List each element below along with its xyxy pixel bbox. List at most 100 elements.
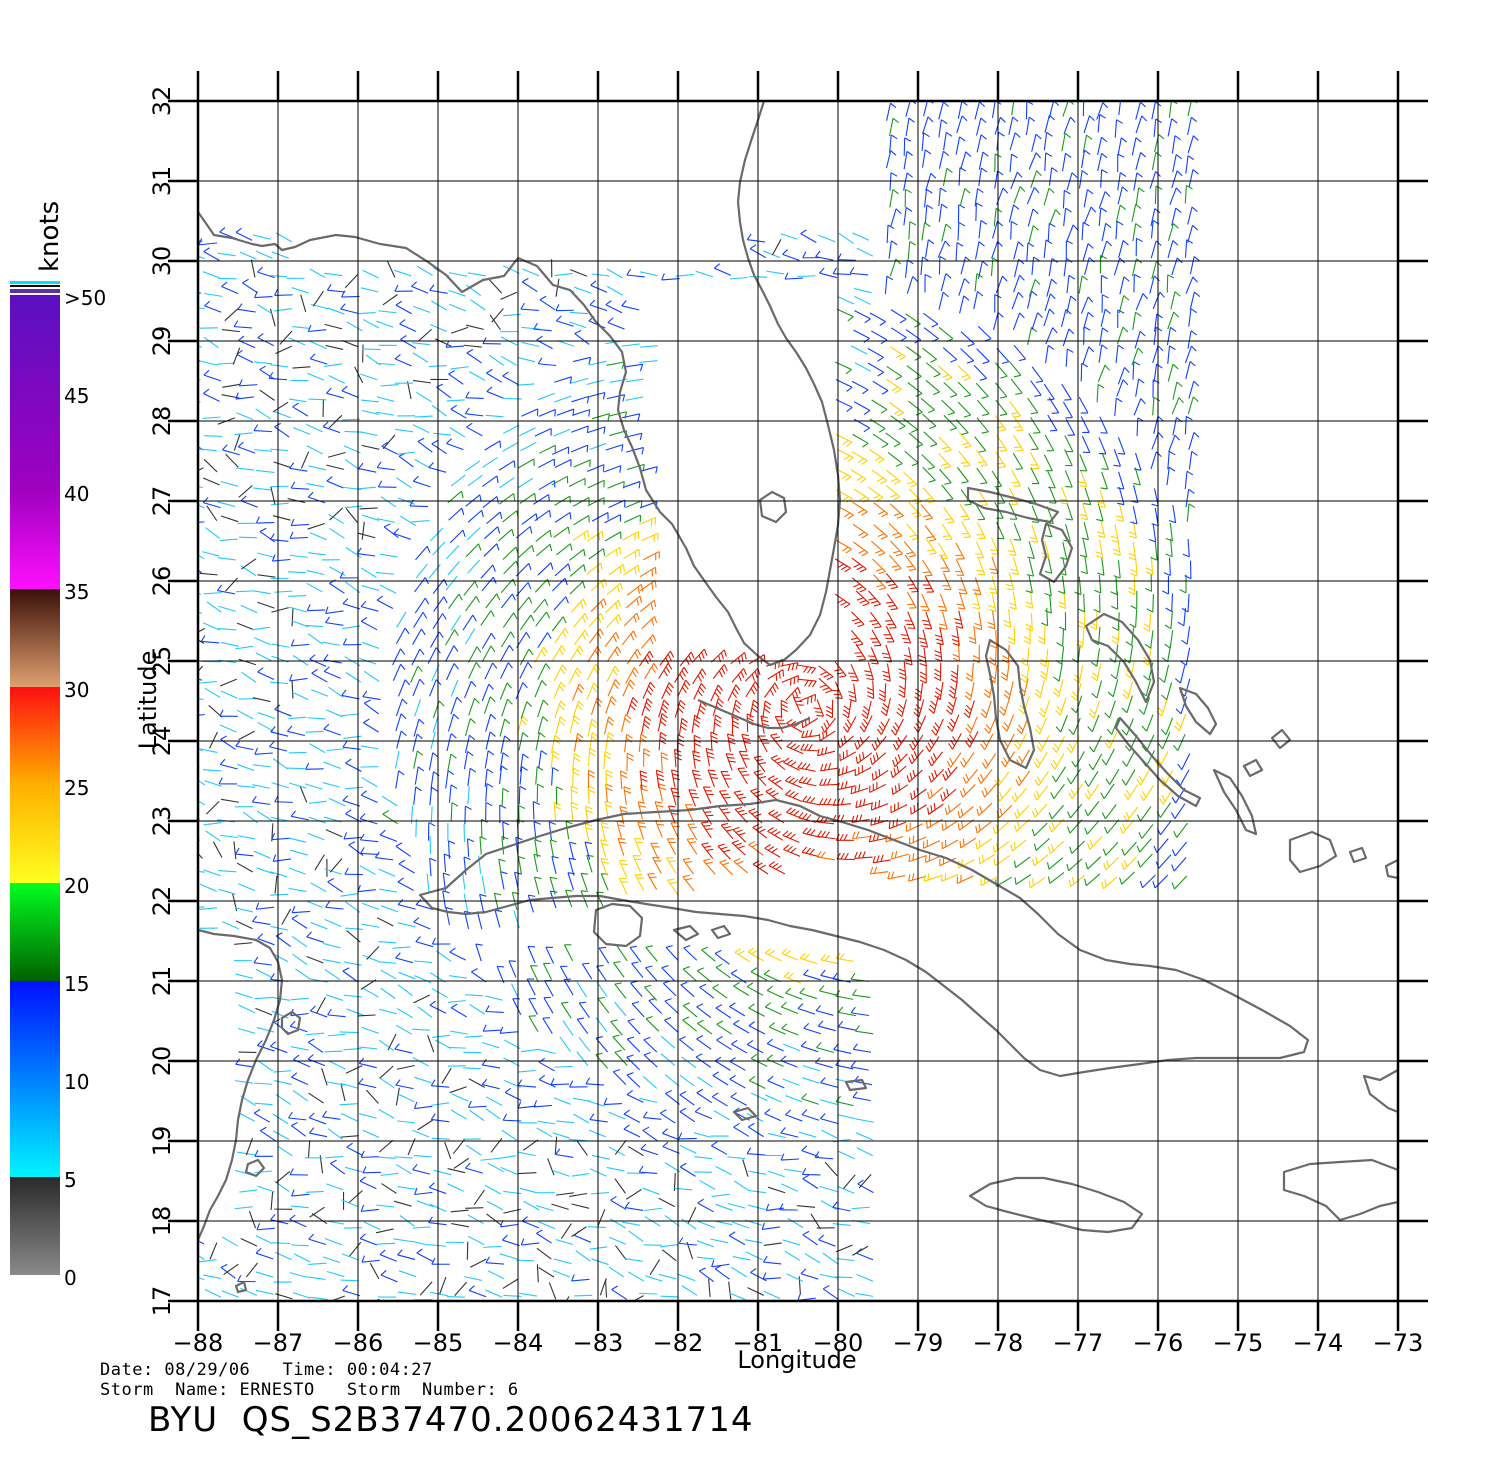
wind-barb [797, 1003, 816, 1015]
wind-barb [485, 1005, 504, 1013]
wind-barb [642, 1076, 658, 1089]
wind-barb [1138, 824, 1154, 839]
wind-barb [733, 982, 750, 996]
wind-barb [746, 1147, 766, 1156]
wind-barb [428, 1216, 447, 1226]
wind-barb [747, 1204, 766, 1211]
wind-barb [647, 873, 658, 890]
wind-barb [850, 784, 869, 795]
wind-barb [517, 856, 526, 875]
wind-barb [632, 855, 642, 873]
wind-barb [292, 1292, 311, 1299]
wind-barb [498, 858, 506, 878]
wind-barb [688, 789, 699, 807]
wind-barb [398, 1093, 415, 1103]
x-tick-label: −79 [893, 1329, 944, 1357]
wind-barb [589, 1113, 608, 1123]
wind-barb [394, 1156, 413, 1159]
wind-barb [309, 1206, 325, 1218]
wind-barb [719, 859, 734, 876]
wind-barb [479, 893, 487, 913]
wind-barb [299, 785, 308, 803]
wind-barb [852, 1245, 869, 1256]
wind-barb [397, 1186, 416, 1190]
colorbar-label: 30 [64, 678, 89, 702]
wind-barb [501, 835, 509, 855]
wind-barb [290, 810, 309, 821]
wind-barb [536, 783, 545, 803]
wind-barb [204, 780, 222, 787]
wind-barb [441, 1067, 452, 1084]
wind-barb [426, 873, 430, 892]
wind-barb [614, 1178, 626, 1194]
wind-barb [683, 945, 698, 961]
wind-barb [395, 770, 405, 789]
wind-barb [549, 876, 558, 895]
wind-barb [747, 947, 764, 962]
wind-barb [782, 1239, 801, 1246]
wind-barb [962, 769, 978, 784]
wind-barb [342, 967, 358, 983]
wind-barb [361, 1255, 380, 1263]
wind-barb [728, 1281, 732, 1300]
y-tick-label: 30 [148, 246, 176, 277]
wind-barb [802, 1077, 820, 1084]
wind-barb [485, 1108, 501, 1120]
wind-barb [325, 829, 343, 838]
wind-barb [237, 835, 256, 840]
wind-barb [585, 1077, 605, 1086]
wind-barb [397, 984, 413, 996]
wind-barb [782, 1043, 801, 1052]
wind-barb [451, 1093, 469, 1102]
wind-barb [837, 1114, 856, 1120]
wind-barb [530, 965, 539, 983]
wind-barb [610, 1195, 627, 1210]
wind-barb [975, 838, 992, 850]
wind-barb [696, 1003, 712, 1019]
wind-barb [648, 997, 662, 1014]
wind-barb [838, 1150, 856, 1160]
y-tick-label: 20 [148, 1046, 176, 1077]
wind-barb [725, 753, 736, 771]
wind-barb [366, 1089, 379, 1104]
colorbar-label: 10 [64, 1070, 89, 1094]
wind-barb [480, 1157, 499, 1161]
wind-barb [343, 961, 362, 966]
wind-barb [746, 982, 764, 996]
wind-barb [256, 1223, 275, 1231]
wind-barb [763, 1242, 782, 1247]
wind-barb [344, 927, 363, 930]
wind-barb [591, 1192, 610, 1195]
wind-barb [533, 876, 542, 895]
wind-barb [746, 1113, 764, 1122]
wind-barb [502, 1278, 519, 1289]
wind-barb [414, 1187, 433, 1196]
wind-barb [415, 899, 434, 911]
wind-barb [588, 1129, 606, 1138]
wind-barb [1011, 787, 1027, 803]
wind-barb [780, 1153, 800, 1161]
wind-barb [466, 838, 475, 857]
wind-barb [720, 822, 734, 840]
wind-barb [397, 877, 415, 891]
wind-barb [198, 800, 206, 806]
wind-barb [927, 802, 944, 815]
wind-barb [479, 836, 487, 855]
wind-barb [571, 1226, 587, 1238]
wind-barb [343, 832, 362, 840]
wind-barb [324, 918, 342, 928]
wind-barb [768, 861, 786, 875]
wind-barb [290, 1244, 309, 1247]
wind-barb [270, 893, 289, 896]
wind-barb [691, 769, 702, 788]
wind-barb [645, 1275, 663, 1282]
wind-barb [499, 752, 509, 771]
wind-barb [781, 1183, 798, 1192]
wind-barb [780, 1001, 799, 1014]
wind-barb [784, 1250, 801, 1262]
wind-barb [436, 950, 452, 962]
wind-barb [699, 1179, 716, 1190]
wind-barb [431, 1137, 450, 1140]
wind-barb [543, 996, 554, 1014]
x-tick-label: −75 [1213, 1329, 1264, 1357]
